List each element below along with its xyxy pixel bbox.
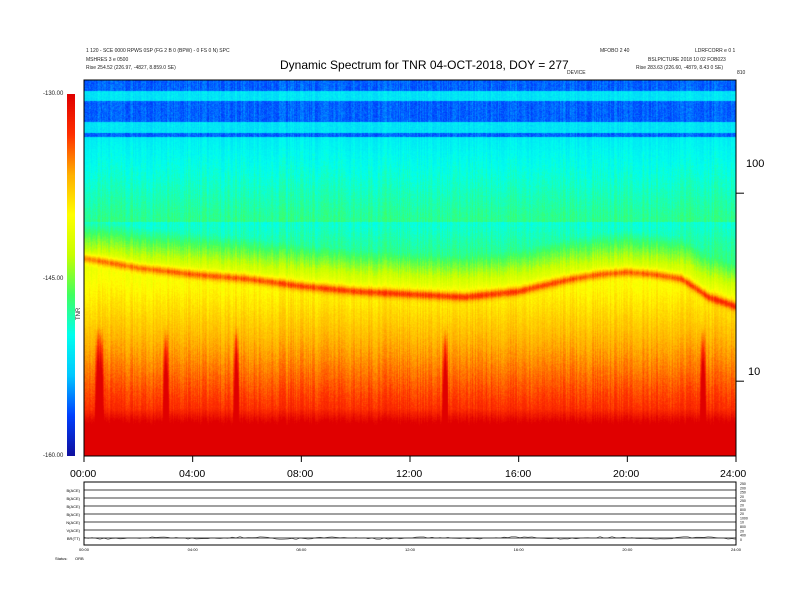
chart-title: Dynamic Spectrum for TNR 04-OCT-2018, DO…: [280, 58, 569, 72]
lower-right-label: 250: [740, 491, 746, 495]
time-tick-2400: 24:00: [720, 468, 747, 480]
time-tick-0400: 04:00: [179, 468, 206, 480]
lower-right-label: 400: [740, 534, 746, 538]
lower-right-label: 20: [740, 512, 744, 516]
colorbar-tick-top: -130.00: [43, 91, 64, 97]
lower-right-label: 250: [740, 499, 746, 503]
header-right-line3: BSLPICTURE 2018 10 02 FOB023: [648, 57, 726, 63]
lower-row-label: V(ACE): [66, 528, 80, 533]
footer-label: Status:: [55, 556, 67, 561]
lower-right-label: 1000: [740, 516, 748, 520]
header-center-small: DEVICE: [567, 70, 586, 76]
lower-row-label: B(ACE): [66, 488, 80, 493]
lower-row-label: B(ACE): [66, 512, 80, 517]
lower-row-label: B(ACE): [66, 496, 80, 501]
lower-time-tick: 12:00: [405, 547, 416, 552]
lower-time-tick: 08:00: [296, 547, 307, 552]
header-left-line1: 1 120 - SCE 0000 RPWS 0SP (FG 2 B 0 (BPW…: [86, 48, 230, 54]
time-tick-2000: 20:00: [613, 468, 640, 480]
lower-panel-lines: [83, 489, 737, 540]
time-tick-0000: 00:00: [70, 468, 97, 480]
spectrogram-frame: [83, 79, 737, 457]
lower-panels-frame: [83, 481, 737, 546]
freq-tick-marks: [736, 192, 744, 382]
time-tick-0800: 08:00: [287, 468, 314, 480]
lower-time-tick: 24:00: [731, 547, 742, 552]
colorbar-tick-mid: -145.00: [43, 276, 64, 282]
lower-right-label: 10: [740, 521, 744, 525]
freq-tick-10: 10: [748, 366, 761, 378]
lower-right-label: 0: [740, 538, 742, 542]
lower-right-label: 250: [740, 482, 746, 486]
header-right-line1: MFOBO 2 40: [600, 48, 630, 54]
lower-right-label: 20: [740, 529, 744, 533]
lower-panel-labels: B(ACE) B(ACE) B(ACE) B(ACE) N(ACE) V(ACE) BR(T…: [55, 482, 748, 561]
header-right-line4: Rise 283.63 (226.60, -4879, 8.43 0 SE): [636, 65, 724, 71]
time-tick-1200: 12:00: [396, 468, 423, 480]
lower-right-label: 800: [740, 525, 746, 529]
header-left-line2: MSHRES 3 e 0500: [86, 57, 129, 63]
freq-tick-100: 100: [746, 158, 765, 170]
lower-time-tick: 00:00: [79, 547, 90, 552]
spectrogram-heatmap: [84, 80, 736, 456]
lower-trace-line: [83, 536, 737, 540]
lower-row-label: B(ACE): [66, 504, 80, 509]
lower-time-tick: 04:00: [188, 547, 199, 552]
time-tick-marks: [83, 456, 737, 462]
header-left-line3: Rise 254.52 (226.97, -4827, 8.859.0 SE): [86, 65, 176, 71]
lower-time-tick: 16:00: [514, 547, 525, 552]
lower-right-label: 20: [740, 495, 744, 499]
lower-row-label: BR(TT): [67, 536, 81, 541]
lower-time-tick: 20:00: [622, 547, 633, 552]
lower-right-label: 200: [740, 486, 746, 490]
lower-right-label: 20: [740, 504, 744, 508]
footer-value: ORB: [75, 556, 84, 561]
lower-row-label: N(ACE): [66, 520, 80, 525]
colorbar: [67, 94, 75, 456]
colorbar-tick-bottom: -160.00: [43, 453, 64, 459]
time-tick-1600: 16:00: [505, 468, 532, 480]
header-right-line2: LDRFCORR e 0 1: [695, 48, 736, 54]
lower-right-label: 800: [740, 508, 746, 512]
header-corner-small: 810: [737, 70, 746, 76]
